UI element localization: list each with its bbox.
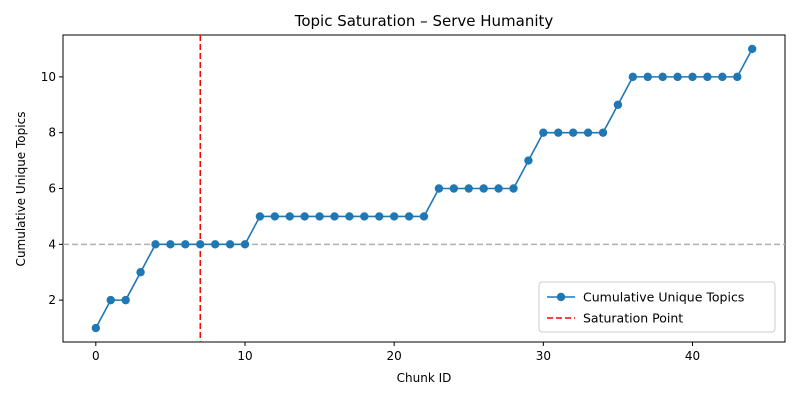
data-point xyxy=(151,240,160,249)
data-point xyxy=(121,295,130,305)
data-point xyxy=(509,184,518,193)
plot-area: 0 10 20 30 40 2 4 6 8 10 xyxy=(41,34,786,363)
data-point xyxy=(643,72,652,82)
chart-title: Topic Saturation – Serve Humanity xyxy=(294,12,554,30)
y-tick-label: 6 xyxy=(48,182,56,196)
data-point xyxy=(389,212,399,221)
data-point xyxy=(225,240,235,249)
data-point xyxy=(210,240,220,249)
data-point xyxy=(673,72,682,82)
data-point xyxy=(628,72,638,82)
data-point xyxy=(733,72,742,82)
data-point xyxy=(554,128,563,137)
x-tick-label: 20 xyxy=(387,349,402,363)
data-point xyxy=(613,100,623,109)
data-point xyxy=(345,212,354,221)
y-axis-title: Cumulative Unique Topics xyxy=(14,112,28,267)
data-point xyxy=(598,128,608,137)
legend-box xyxy=(538,281,776,333)
data-point xyxy=(404,212,414,221)
data-point xyxy=(270,212,280,221)
data-point xyxy=(196,240,205,249)
x-tick-label: 30 xyxy=(536,349,551,363)
x-axis-title: Chunk ID xyxy=(397,371,452,385)
x-tick-label: 40 xyxy=(685,349,700,363)
y-tick-label: 10 xyxy=(41,70,56,84)
data-point xyxy=(181,240,190,249)
data-point xyxy=(658,72,667,82)
y-tick-label: 2 xyxy=(48,293,56,307)
data-point xyxy=(300,212,309,221)
data-point xyxy=(255,212,265,221)
data-point xyxy=(315,212,324,221)
y-tick-label: 8 xyxy=(48,126,56,140)
data-point xyxy=(568,128,578,137)
data-point xyxy=(494,184,503,193)
data-point xyxy=(136,268,145,277)
legend-label-series: Cumulative Unique Topics xyxy=(583,290,744,305)
legend-label-saturation: Saturation Point xyxy=(583,311,683,326)
data-point xyxy=(449,184,459,193)
data-point xyxy=(703,72,712,82)
data-point xyxy=(718,72,727,82)
y-tick-label: 4 xyxy=(48,237,56,251)
x-tick-label: 0 xyxy=(92,349,100,363)
data-point xyxy=(285,212,294,221)
data-point xyxy=(688,72,697,82)
data-point xyxy=(375,212,384,221)
legend: Cumulative Unique Topics Saturation Point xyxy=(538,281,776,333)
legend-series-marker xyxy=(556,292,566,302)
data-point xyxy=(479,184,488,193)
data-point xyxy=(524,156,533,165)
data-point xyxy=(419,212,429,221)
data-point xyxy=(583,128,593,137)
data-point xyxy=(539,128,548,137)
data-point xyxy=(106,295,115,305)
data-point xyxy=(240,240,250,249)
data-point xyxy=(360,212,369,221)
data-point xyxy=(166,240,175,249)
x-tick-label: 10 xyxy=(237,349,252,363)
data-point xyxy=(434,184,444,193)
data-point xyxy=(91,323,101,333)
data-point xyxy=(747,44,757,54)
data-point xyxy=(330,212,339,221)
data-point xyxy=(464,184,473,193)
